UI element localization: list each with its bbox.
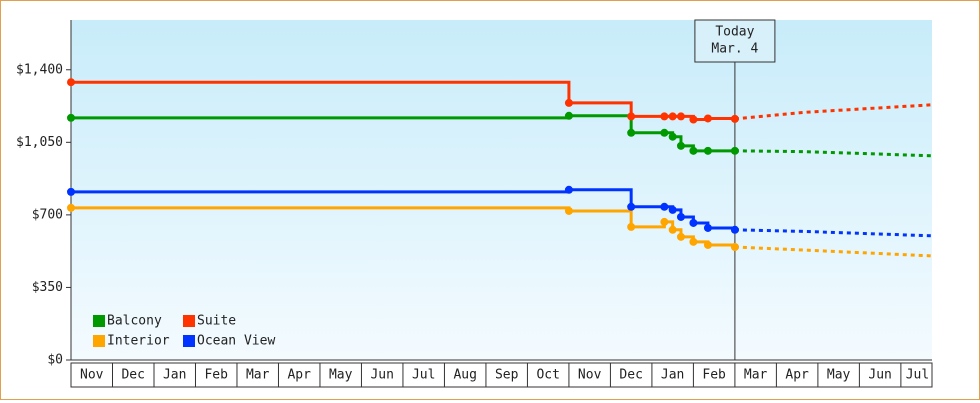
y-tick-label: $1,400 bbox=[16, 62, 63, 77]
price-point bbox=[676, 112, 685, 121]
price-point bbox=[730, 114, 739, 123]
legend-swatch bbox=[183, 315, 195, 327]
price-point bbox=[668, 112, 677, 121]
x-tick-label: Jan bbox=[661, 368, 684, 383]
price-point bbox=[564, 206, 573, 215]
price-point bbox=[660, 128, 669, 137]
x-tick-label: Jan bbox=[163, 368, 186, 383]
today-label: Today bbox=[715, 25, 754, 40]
x-tick-label: Mar bbox=[744, 368, 768, 383]
price-point bbox=[676, 212, 685, 221]
x-tick-label: Mar bbox=[246, 368, 270, 383]
price-point bbox=[730, 225, 739, 234]
legend-label: Interior bbox=[107, 334, 170, 349]
price-point bbox=[703, 146, 712, 155]
x-tick-label: Nov bbox=[578, 368, 602, 383]
legend-label: Ocean View bbox=[197, 334, 275, 349]
x-tick-label: Apr bbox=[287, 368, 311, 383]
price-point bbox=[730, 146, 739, 155]
price-point bbox=[689, 146, 698, 155]
forecast-line bbox=[734, 228, 933, 238]
price-point bbox=[668, 225, 677, 234]
x-tick-label: Feb bbox=[702, 368, 726, 383]
price-point bbox=[689, 115, 698, 124]
price-point bbox=[689, 218, 698, 227]
price-point bbox=[564, 98, 573, 107]
y-tick-label: $1,050 bbox=[16, 135, 63, 150]
y-tick-label: $0 bbox=[47, 353, 63, 368]
price-point bbox=[67, 203, 75, 212]
price-point bbox=[676, 141, 685, 150]
legend-label: Balcony bbox=[107, 314, 162, 329]
x-tick-label: Jul bbox=[412, 368, 435, 383]
price-point bbox=[668, 205, 677, 214]
y-tick-label: $350 bbox=[32, 280, 63, 295]
y-tick-label: $700 bbox=[32, 207, 63, 222]
x-tick-label: Aug bbox=[453, 368, 476, 383]
price-point bbox=[703, 240, 712, 249]
price-point bbox=[730, 243, 739, 252]
price-point bbox=[627, 112, 636, 121]
price-point bbox=[627, 128, 636, 137]
x-tick-label: Jun bbox=[868, 368, 891, 383]
price-point bbox=[627, 202, 636, 211]
forecast-line bbox=[734, 103, 933, 121]
price-point bbox=[668, 132, 677, 141]
price-point bbox=[564, 185, 573, 194]
forecast-line bbox=[734, 149, 933, 158]
x-tick-label: Oct bbox=[536, 368, 559, 383]
price-point bbox=[703, 223, 712, 232]
x-tick-label: Apr bbox=[785, 368, 809, 383]
x-tick-label: Nov bbox=[80, 368, 104, 383]
x-tick-label: Jul bbox=[906, 368, 929, 383]
today-box bbox=[694, 19, 776, 63]
price-point bbox=[564, 111, 573, 120]
price-point bbox=[627, 222, 636, 231]
price-point bbox=[703, 114, 712, 123]
legend-swatch bbox=[93, 335, 105, 347]
price-point bbox=[660, 112, 669, 121]
x-tick-label: Sep bbox=[495, 368, 519, 383]
plot-area bbox=[71, 20, 932, 360]
price-point bbox=[660, 202, 669, 211]
price-point bbox=[67, 187, 75, 196]
x-tick-label: May bbox=[827, 368, 851, 383]
legend-swatch bbox=[183, 335, 195, 347]
price-point bbox=[67, 78, 75, 87]
x-tick-label: May bbox=[329, 368, 353, 383]
legend-swatch bbox=[93, 315, 105, 327]
price-point bbox=[67, 113, 75, 122]
x-tick-label: Feb bbox=[204, 368, 228, 383]
legend-label: Suite bbox=[197, 314, 236, 329]
x-tick-label: Dec bbox=[121, 368, 144, 383]
x-tick-label: Jun bbox=[370, 368, 393, 383]
x-tick-label: Dec bbox=[619, 368, 642, 383]
x-axis-band bbox=[70, 362, 933, 388]
today-date: Mar. 4 bbox=[711, 42, 758, 57]
price-point bbox=[676, 232, 685, 241]
forecast-line bbox=[734, 245, 933, 258]
price-point bbox=[660, 217, 669, 226]
price-point bbox=[689, 237, 698, 246]
